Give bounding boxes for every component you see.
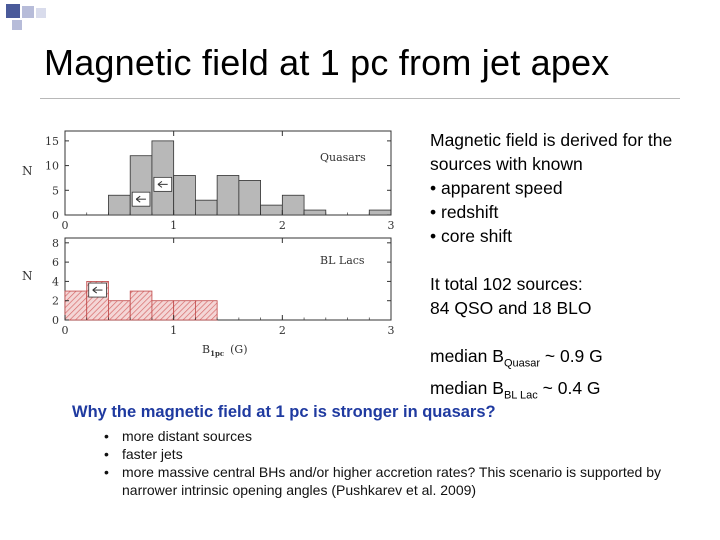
top-ylabel: N <box>22 164 33 178</box>
known-item: • apparent speed <box>430 178 563 198</box>
bllac-bar <box>194 300 218 321</box>
x-tick-label: 1 <box>170 219 177 232</box>
x-tick-label: 1 <box>170 324 177 337</box>
quasar-bar <box>216 175 240 216</box>
bllac-bar <box>173 300 196 321</box>
quasar-bar <box>281 194 305 216</box>
bottom-ylabel: N <box>22 269 33 283</box>
known-item: • redshift <box>430 202 499 222</box>
reason-list: • more distant sources • faster jets • more… <box>104 427 694 499</box>
quasar-bar <box>368 209 392 216</box>
question-heading: Why the magnetic field at 1 pc is strong… <box>72 403 496 421</box>
y-tick-label: 0 <box>52 314 59 327</box>
bottom-panel-label: BL Lacs <box>320 254 365 267</box>
bottom-panel-frame <box>64 237 392 321</box>
list-item: • more massive central BHs and/or higher … <box>104 464 661 498</box>
total-line: 84 QSO and 18 BLO <box>430 298 592 318</box>
quasar-bar <box>238 180 262 216</box>
x-tick-label: 0 <box>62 219 69 232</box>
x-tick-label: 3 <box>388 219 395 232</box>
right-description: Magnetic field is derived for the source… <box>430 128 715 320</box>
quasar-bar <box>303 209 327 216</box>
total-line: It total 102 sources: <box>430 274 583 294</box>
quasar-bar <box>260 204 283 216</box>
x-tick-label: 3 <box>388 324 395 337</box>
y-tick-label: 15 <box>45 135 59 148</box>
quasar-bar <box>173 175 196 216</box>
y-tick-label: 8 <box>52 237 59 250</box>
y-tick-label: 6 <box>52 256 59 269</box>
intro-text: Magnetic field is derived for the source… <box>430 130 673 174</box>
list-item: • more distant sources <box>104 428 252 444</box>
arrow-head <box>92 286 98 294</box>
corner-square <box>36 8 46 18</box>
median-values: median BQuasar ~ 0.9 G median BBL Lac ~ … <box>430 344 603 407</box>
slide-title: Magnetic field at 1 pc from jet apex <box>44 42 610 83</box>
y-tick-label: 10 <box>45 160 59 173</box>
bllac-bar <box>151 300 175 321</box>
corner-square <box>12 20 22 30</box>
quasar-bar <box>108 194 131 216</box>
x-axis-label: B1pc (G) <box>202 343 248 358</box>
arrow-head <box>157 180 163 188</box>
bllac-bar <box>129 290 153 321</box>
top-panel-label: Quasars <box>320 151 366 164</box>
y-tick-label: 5 <box>52 184 59 197</box>
arrow-head <box>135 195 141 203</box>
quasar-bar <box>194 199 218 216</box>
bllac-bar <box>108 300 131 321</box>
median-bllac: median BBL Lac ~ 0.4 G <box>430 377 601 402</box>
y-tick-label: 4 <box>52 275 59 288</box>
known-item: • core shift <box>430 226 512 246</box>
corner-decoration <box>0 0 60 40</box>
y-tick-label: 2 <box>52 295 59 308</box>
bllac-bar <box>64 290 88 321</box>
x-tick-label: 0 <box>62 324 69 337</box>
x-tick-label: 2 <box>279 219 286 232</box>
y-tick-label: 0 <box>52 209 59 222</box>
corner-square <box>22 6 34 18</box>
median-quasar: median BQuasar ~ 0.9 G <box>430 346 603 370</box>
title-rule <box>40 98 680 99</box>
list-item: • faster jets <box>104 446 183 462</box>
corner-square <box>6 4 20 18</box>
x-tick-label: 2 <box>279 324 286 337</box>
